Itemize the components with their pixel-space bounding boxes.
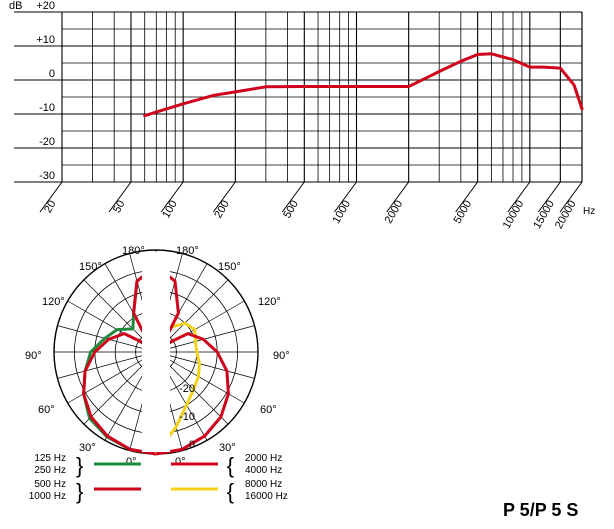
- freq-vertical-gridlines: [61, 12, 583, 182]
- freq-x-tick-label: 2000: [383, 199, 406, 226]
- polar-spoke: [57, 325, 157, 353]
- freq-horizontal-gridlines: [14, 11, 582, 183]
- polar-radial-labels: -20 -10 0: [179, 383, 195, 451]
- freq-x-tick-mark: [455, 181, 479, 213]
- legend-left-label-1000: 1000 Hz: [29, 491, 66, 502]
- polar-angle-label-right: 120°: [258, 296, 281, 308]
- freq-y-tick-label: -30: [39, 170, 55, 182]
- polar-angle-label-right: 150°: [218, 261, 241, 273]
- freq-x-tick-mark: [559, 181, 583, 213]
- polar-angle-label-left: 180°: [122, 245, 145, 257]
- freq-x-tick-mark: [39, 181, 63, 213]
- freq-x-tick-mark: [507, 181, 531, 213]
- freq-y-tick-label: +20: [36, 0, 55, 12]
- polar-angle-label-left: 120°: [42, 296, 65, 308]
- freq-y-tick-label: -20: [39, 136, 55, 148]
- legend-right-label-4000: 4000 Hz: [245, 465, 282, 476]
- polar-angle-label-left: 0°: [126, 456, 137, 468]
- legend-left-label-125: 125 Hz: [34, 453, 66, 464]
- polar-curve-2000-4000hz: [155, 265, 230, 456]
- freq-x-tick-label: 5000: [452, 199, 475, 226]
- polar-spoke: [155, 325, 255, 353]
- freq-x-tick-label: 50: [111, 199, 128, 216]
- polar-angle-label-left: 30°: [79, 442, 96, 454]
- polar-angle-label-right: 180°: [176, 245, 199, 257]
- legend-left-brace-bottom: }: [76, 479, 83, 504]
- legend-right-label-8000: 8000 Hz: [245, 479, 282, 490]
- freq-x-tick-mark: [537, 181, 561, 213]
- freq-y-axis-label: dB: [9, 0, 22, 12]
- freq-x-tick-label: 500: [281, 199, 301, 221]
- polar-radial-label: 0: [189, 439, 195, 451]
- freq-x-tick-mark: [160, 181, 184, 213]
- freq-x-tick-mark: [212, 181, 236, 213]
- freq-x-tick-label: 10000: [501, 199, 527, 231]
- polar-angle-label-right: 30°: [219, 442, 236, 454]
- polar-curves: [82, 265, 230, 456]
- freq-x-tick-mark: [334, 181, 357, 213]
- freq-x-axis-label: Hz: [583, 206, 595, 217]
- polar-curve-500-1000hz: [82, 265, 157, 456]
- legend-right-brace-bottom: }: [227, 479, 234, 504]
- freq-response-curve: [143, 52, 584, 118]
- freq-y-tick-label: +10: [36, 34, 55, 46]
- polar-angle-label-left: 60°: [38, 404, 55, 416]
- polar-center-gap: [142, 252, 170, 452]
- polar-angle-label-right: 0°: [175, 456, 186, 468]
- legend-right-label-2000: 2000 Hz: [245, 453, 282, 464]
- legend-right-label-16000: 16000 Hz: [245, 491, 288, 502]
- freq-x-tick-label: 20: [42, 199, 59, 216]
- polar-spoke: [155, 351, 255, 379]
- freq-y-tick-labels: +20 +10 0 -10 -20 -30: [36, 0, 55, 182]
- freq-x-tick-mark: [281, 181, 305, 213]
- polar-radial-label: -10: [179, 411, 195, 423]
- model-name: P 5/P 5 S: [503, 500, 579, 520]
- legend: 125 Hz 250 Hz 500 Hz 1000 Hz } } } } 200…: [29, 453, 288, 504]
- freq-y-tick-label: 0: [49, 68, 55, 80]
- polar-spoke: [57, 351, 157, 379]
- freq-x-tick-label: 1000: [330, 199, 353, 226]
- polar-radial-label: -20: [179, 383, 195, 395]
- freq-x-tick-label: 200: [212, 199, 232, 221]
- polar-angle-label-left: 90°: [25, 350, 42, 362]
- freq-y-tick-label: -10: [39, 102, 55, 114]
- polar-angle-labels: 180° 180° 150° 150° 120° 120° 90° 90° 60° 60° 30° 3…: [25, 245, 290, 468]
- freq-x-tick-label: 100: [160, 199, 180, 221]
- freq-x-tick-label: 20000: [553, 199, 579, 231]
- polar-angle-label-right: 60°: [260, 404, 277, 416]
- legend-left-brace-top: }: [76, 453, 83, 478]
- legend-left-label-500: 500 Hz: [34, 479, 66, 490]
- freq-x-tick-mark: [108, 181, 132, 213]
- frequency-response-chart: +20 +10 0 -10 -20 -30 20 50 100 200 500 1000 2000 50…: [9, 0, 595, 231]
- freq-x-tick-mark: [386, 181, 410, 213]
- legend-left-label-250: 250 Hz: [34, 465, 66, 476]
- polar-angle-label-left: 150°: [79, 261, 102, 273]
- polar-angle-label-right: 90°: [273, 350, 290, 362]
- polar-pattern-diagrams: 180° 180° 150° 150° 120° 120° 90° 90° 60° 60° 30° 3…: [25, 245, 290, 468]
- legend-right-brace-top: }: [227, 453, 234, 478]
